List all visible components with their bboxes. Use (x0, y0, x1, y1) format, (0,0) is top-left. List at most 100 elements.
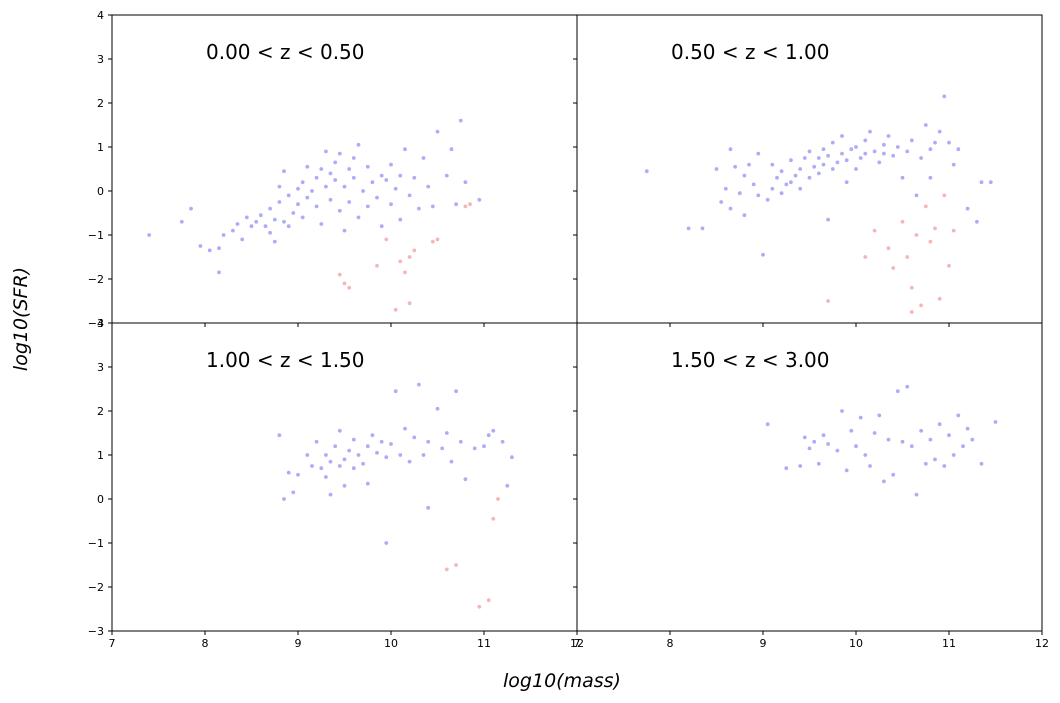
point-p2-star_forming-77 (988, 180, 993, 185)
point-p2-quiescent-1 (863, 255, 868, 259)
point-p1-star_forming-23 (282, 169, 286, 174)
point-p2-quiescent-2 (872, 228, 877, 233)
point-p4-star_forming-26 (914, 492, 919, 497)
point-p1-star_forming-71 (421, 156, 426, 160)
xtick-label-p4-12: 12 (1035, 637, 1049, 650)
frames-layer (111, 14, 1043, 632)
point-p2-star_forming-22 (779, 191, 784, 196)
point-p1-star_forming-69 (412, 175, 417, 180)
point-p4-star_forming-15 (863, 453, 868, 457)
point-p2-star_forming-63 (914, 193, 919, 198)
point-p2-quiescent-13 (933, 226, 937, 231)
point-p2-star_forming-57 (886, 134, 891, 138)
point-p3-quiescent-1 (454, 563, 458, 567)
point-p2-star_forming-74 (965, 206, 970, 211)
point-p3-quiescent-0 (444, 567, 449, 572)
point-p4-star_forming-21 (891, 472, 896, 477)
point-p1-star_forming-21 (277, 184, 282, 189)
point-p3-star_forming-34 (407, 459, 412, 464)
point-p1-star_forming-62 (389, 202, 393, 207)
point-p2-star_forming-51 (863, 151, 868, 156)
point-p1-star_forming-56 (365, 164, 370, 169)
point-p1-star_forming-35 (314, 175, 319, 180)
point-p3-star_forming-24 (365, 481, 370, 486)
ytick-label-p1-0: 0 (97, 185, 104, 198)
point-p1-star_forming-26 (291, 211, 296, 215)
point-p1-star_forming-22 (282, 219, 286, 224)
point-p2-star_forming-64 (919, 156, 923, 160)
point-p2-star_forming-56 (882, 151, 886, 156)
point-p2-quiescent-10 (919, 303, 923, 308)
point-p1-star_forming-54 (361, 189, 365, 193)
point-p2-star_forming-32 (812, 164, 817, 169)
point-p2-star_forming-59 (895, 145, 900, 149)
point-p1-star_forming-29 (300, 180, 305, 185)
point-p1-star_forming-46 (342, 184, 347, 189)
point-p1-star_forming-32 (305, 164, 310, 169)
point-p1-star_forming-68 (407, 193, 412, 198)
point-p1-star_forming-37 (319, 222, 324, 226)
point-p3-star_forming-12 (328, 492, 333, 497)
point-p2-star_forming-12 (747, 162, 751, 167)
point-p4-star_forming-2 (798, 464, 803, 468)
point-p3-star_forming-46 (463, 477, 468, 482)
point-p2-star_forming-29 (802, 156, 807, 160)
point-p4-star_forming-13 (854, 444, 858, 449)
point-p4-star_forming-11 (844, 468, 849, 473)
point-p2-star_forming-52 (868, 129, 872, 134)
point-p2-star_forming-14 (756, 193, 761, 198)
point-p1-star_forming-25 (286, 224, 291, 229)
point-p3-star_forming-0 (277, 433, 282, 438)
point-p3-star_forming-21 (356, 453, 361, 457)
point-p3-star_forming-16 (342, 457, 347, 462)
point-p1-star_forming-31 (305, 195, 310, 200)
point-p1-star_forming-65 (398, 217, 403, 222)
point-p2-star_forming-18 (770, 186, 775, 191)
point-p1-star_forming-15 (263, 224, 268, 229)
point-p1-star_forming-6 (221, 233, 226, 237)
ytick-label-p3-4: 4 (97, 317, 104, 330)
point-p3-star_forming-2 (286, 470, 291, 475)
point-p4-star_forming-25 (909, 444, 914, 449)
point-p3-star_forming-15 (337, 428, 342, 433)
point-p1-star_forming-33 (310, 189, 314, 193)
point-p1-star_forming-17 (268, 206, 272, 211)
point-p3-star_forming-40 (435, 406, 440, 411)
xtick-label-p3-8: 8 (202, 637, 209, 650)
point-p2-star_forming-1 (686, 226, 691, 231)
point-p4-star_forming-4 (807, 446, 812, 451)
point-p2-star_forming-42 (840, 151, 844, 156)
point-p2-quiescent-5 (900, 219, 905, 224)
point-p3-star_forming-7 (314, 439, 319, 444)
point-p1-quiescent-6 (398, 259, 403, 264)
point-p2-star_forming-40 (830, 140, 835, 145)
point-p2-star_forming-28 (798, 186, 803, 191)
xtick-label-p3-12: 12 (570, 637, 584, 650)
point-p2-star_forming-48 (854, 167, 858, 171)
point-p2-star_forming-72 (951, 162, 956, 167)
point-p3-star_forming-52 (505, 483, 510, 488)
point-p3-star_forming-4 (296, 472, 300, 477)
marks-layer (147, 94, 998, 609)
panel-label-2: 0.50 < z < 1.00 (671, 40, 830, 64)
panel-label-3: 1.00 < z < 1.50 (206, 348, 365, 372)
point-p2-star_forming-36 (821, 162, 826, 167)
point-p1-quiescent-13 (463, 204, 468, 209)
point-p2-quiescent-11 (923, 204, 928, 209)
point-p4-star_forming-31 (937, 422, 942, 427)
point-p2-star_forming-58 (891, 153, 896, 158)
point-p1-quiescent-12 (435, 237, 440, 242)
point-p2-star_forming-67 (928, 175, 933, 180)
point-p3-star_forming-33 (403, 426, 407, 431)
point-p2-star_forming-26 (793, 173, 798, 178)
point-p1-star_forming-73 (430, 204, 435, 209)
point-p1-quiescent-3 (375, 263, 379, 268)
ytick-label-p3--1: −1 (88, 537, 104, 550)
point-p2-star_forming-61 (905, 149, 910, 154)
point-p4-star_forming-34 (951, 453, 956, 457)
point-p1-star_forming-39 (324, 149, 328, 154)
point-p2-star_forming-23 (784, 182, 789, 187)
point-p3-star_forming-42 (444, 431, 449, 435)
point-p1-star_forming-2 (189, 206, 193, 211)
